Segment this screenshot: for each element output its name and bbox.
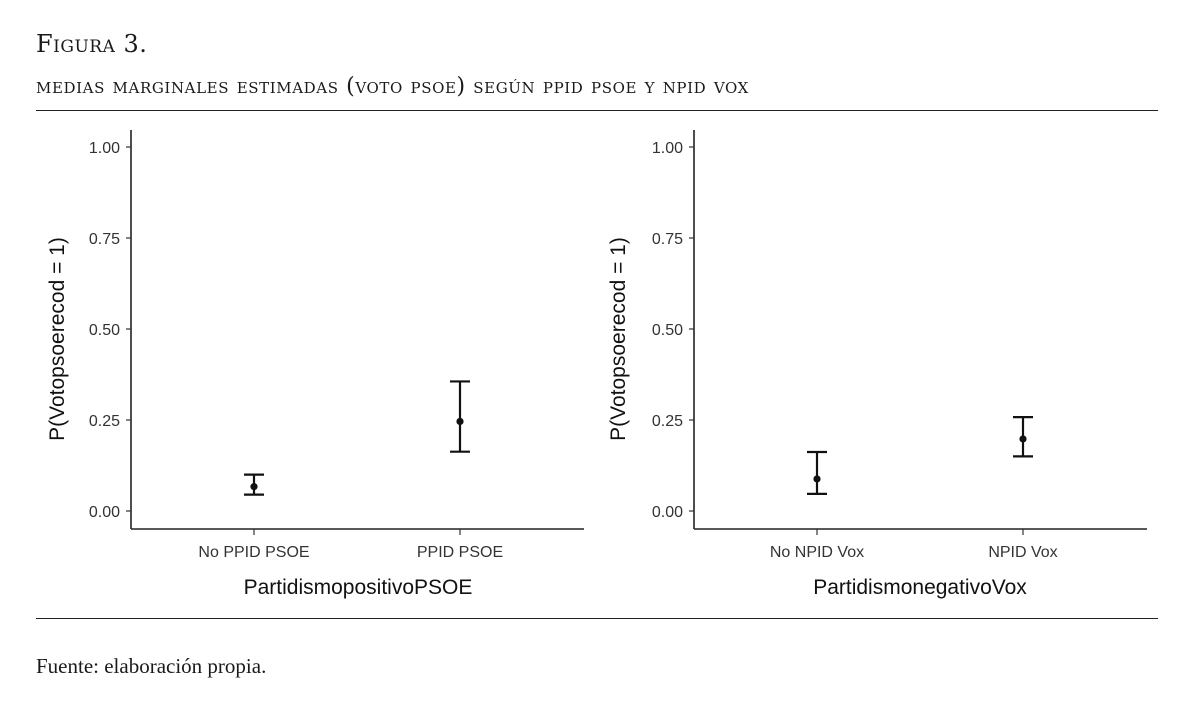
estimate-point bbox=[456, 417, 464, 426]
figure-title: medias marginales estimadas (voto psoe) … bbox=[36, 74, 749, 99]
y-tick-label: 0.75 bbox=[89, 231, 120, 248]
y-tick-label: 0.75 bbox=[652, 231, 683, 248]
estimate-point bbox=[1019, 435, 1027, 443]
x-axis-title: PartidismopositivoPSOE bbox=[244, 576, 473, 599]
estimate-point bbox=[250, 483, 258, 491]
x-tick-label: No PPID PSOE bbox=[198, 544, 309, 561]
x-tick-label: NPID Vox bbox=[988, 544, 1057, 561]
x-tick-label: No NPID Vox bbox=[770, 544, 864, 561]
estimate-point bbox=[813, 475, 821, 483]
y-tick-label: 1.00 bbox=[652, 140, 683, 157]
y-tick-label: 0.50 bbox=[89, 322, 120, 339]
bottom-rule bbox=[36, 618, 1158, 619]
y-tick-label: 0.25 bbox=[652, 413, 683, 430]
x-tick-label: PPID PSOE bbox=[417, 544, 503, 561]
y-tick-label: 0.25 bbox=[89, 413, 120, 430]
y-axis-title: P(Votopsoerecod = 1) bbox=[607, 237, 630, 441]
y-tick-label: 1.00 bbox=[89, 140, 120, 157]
figure-label: Figura 3. bbox=[36, 30, 148, 58]
x-axis-title: PartidismonegativoVox bbox=[813, 576, 1027, 599]
top-rule bbox=[36, 110, 1158, 111]
y-tick-label: 0.00 bbox=[652, 504, 683, 521]
y-tick-label: 0.50 bbox=[652, 322, 683, 339]
y-axis-title: P(Votopsoerecod = 1) bbox=[46, 237, 69, 441]
y-tick-label: 0.00 bbox=[89, 504, 120, 521]
figure-source: Fuente: elaboración propia. bbox=[36, 654, 267, 678]
